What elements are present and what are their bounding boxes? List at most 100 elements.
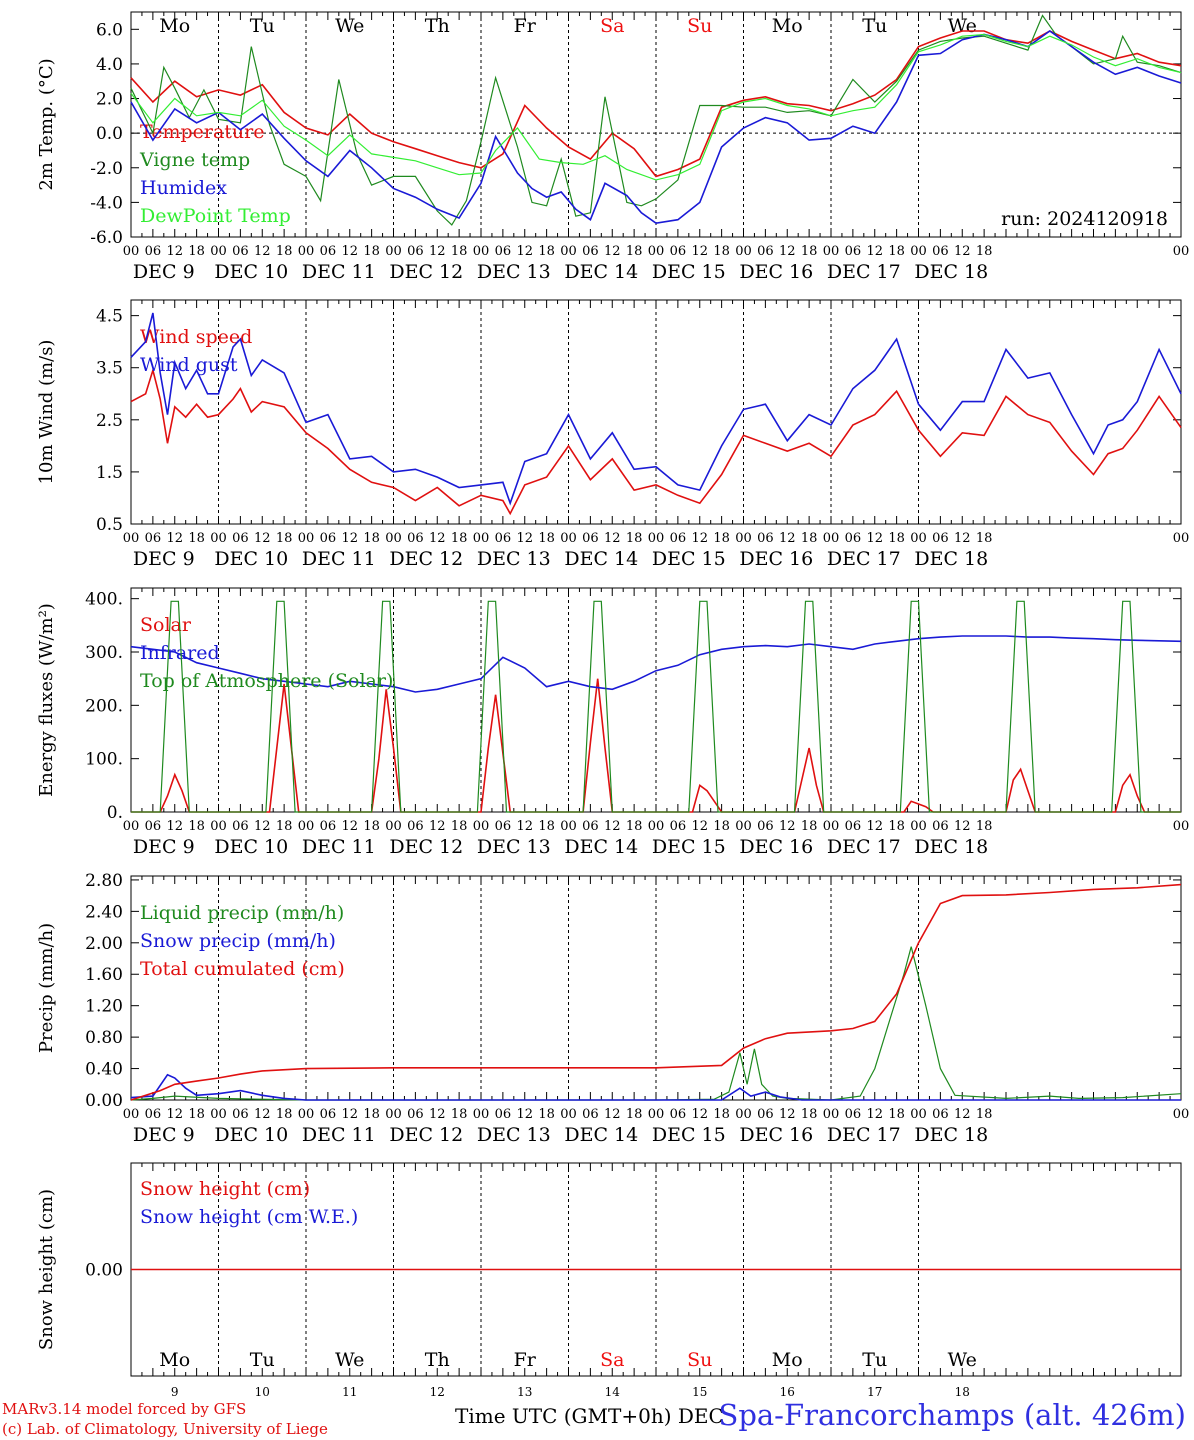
hour-tick-label: 12	[954, 819, 971, 834]
date-label: DEC 10	[214, 548, 288, 570]
day-name: Tu	[250, 15, 275, 37]
date-label: DEC 15	[652, 261, 726, 283]
hour-tick-label: 00	[123, 819, 140, 834]
hour-tick-label: 06	[495, 1107, 512, 1122]
date-label: DEC 9	[133, 1124, 195, 1146]
legend-entry: Top of Atmosphere (Solar)	[140, 670, 393, 692]
y-tick-label: 0.0	[96, 124, 123, 144]
hour-tick-label: 06	[495, 819, 512, 834]
y-tick-label: -6.0	[90, 228, 123, 248]
hour-tick-label: 00	[560, 819, 577, 834]
hour-tick-label: 06	[845, 1107, 862, 1122]
hour-tick-label: 18	[451, 1107, 468, 1122]
hour-tick-label: 00	[735, 819, 752, 834]
hour-tick-label: 06	[932, 1107, 949, 1122]
hour-tick-label: 12	[866, 1107, 883, 1122]
legend-entry: Wind gust	[140, 354, 238, 376]
day-number: 10	[255, 1385, 270, 1399]
hour-tick-label: 00	[123, 531, 140, 546]
hour-tick-label: 12	[691, 1107, 708, 1122]
series-line-top-of-atmosphere-solar-	[131, 600, 1181, 813]
hour-tick-label: 18	[188, 819, 205, 834]
hour-tick-label: 00	[648, 819, 665, 834]
day-name: We	[335, 1349, 364, 1371]
hour-tick-label: 06	[145, 1107, 162, 1122]
hour-tick-label: 12	[866, 819, 883, 834]
hour-tick-label: 12	[954, 531, 971, 546]
hour-tick-label: 00	[1173, 1107, 1190, 1122]
hour-tick-label: 06	[145, 531, 162, 546]
legend-entry: Snow precip (mm/h)	[140, 930, 336, 952]
date-label: DEC 17	[827, 548, 901, 570]
station-name: Spa-Francorchamps (alt. 426m)	[718, 1398, 1186, 1432]
legend-entry: Solar	[140, 614, 192, 636]
run-label: run: 2024120918	[1001, 208, 1168, 230]
hour-tick-label: 06	[757, 1107, 774, 1122]
hour-tick-label: 00	[210, 244, 227, 259]
day-number: 18	[955, 1385, 970, 1399]
hour-tick-label: 12	[254, 531, 271, 546]
hour-tick-label: 18	[276, 1107, 293, 1122]
panel-4: 2.80 2.40 2.00 1.60 1.20 0.80 0.40 0.00 Precip (…	[36, 871, 1189, 1146]
date-label: DEC 16	[739, 836, 813, 858]
hour-tick-label: 18	[976, 819, 993, 834]
day-name: Sa	[600, 15, 624, 37]
hour-tick-label: 06	[320, 531, 337, 546]
y-tick-label: 400.	[85, 590, 123, 610]
hour-tick-label: 00	[210, 531, 227, 546]
hour-tick-label: 06	[670, 1107, 687, 1122]
date-label: DEC 13	[477, 261, 551, 283]
date-label: DEC 13	[477, 548, 551, 570]
hour-tick-label: 18	[188, 531, 205, 546]
hour-tick-label: 12	[516, 531, 533, 546]
hour-tick-label: 12	[691, 244, 708, 259]
hour-tick-label: 06	[845, 531, 862, 546]
hour-tick-label: 06	[232, 819, 249, 834]
series-line-wind-speed	[130, 367, 1182, 516]
hour-tick-label: 00	[123, 1107, 140, 1122]
hour-tick-label: 00	[823, 531, 840, 546]
y-tick-label: -2.0	[90, 159, 123, 179]
hour-tick-label: 06	[320, 819, 337, 834]
date-label: DEC 10	[214, 836, 288, 858]
hour-tick-label: 00	[910, 244, 927, 259]
date-label: DEC 14	[564, 261, 638, 283]
hour-tick-label: 18	[538, 531, 555, 546]
day-name: Su	[687, 1349, 712, 1371]
series-line-humidex	[130, 30, 1182, 225]
hour-tick-label: 18	[801, 819, 818, 834]
date-label: DEC 11	[302, 261, 376, 283]
hour-tick-label: 06	[232, 244, 249, 259]
hour-tick-label: 18	[888, 531, 905, 546]
day-name: Mo	[159, 1349, 190, 1371]
hour-tick-label: 18	[363, 531, 380, 546]
y-tick-label: 2.00	[85, 934, 123, 954]
hour-tick-label: 00	[298, 819, 315, 834]
hour-tick-label: 18	[363, 244, 380, 259]
y-tick-label: 6.0	[96, 20, 123, 40]
hour-tick-label: 00	[560, 244, 577, 259]
day-name: Mo	[159, 15, 190, 37]
day-number: 9	[171, 1385, 179, 1399]
date-label: DEC 10	[214, 261, 288, 283]
date-label: DEC 17	[827, 1124, 901, 1146]
hour-tick-label: 12	[166, 819, 183, 834]
hour-tick-label: 12	[954, 1107, 971, 1122]
hour-tick-label: 18	[888, 1107, 905, 1122]
date-label: DEC 12	[389, 836, 463, 858]
hour-tick-label: 00	[1173, 531, 1190, 546]
y-tick-label: 1.60	[85, 965, 123, 985]
hour-tick-label: 06	[932, 531, 949, 546]
hour-tick-label: 18	[451, 531, 468, 546]
day-number: 13	[517, 1385, 532, 1399]
hour-tick-label: 06	[845, 819, 862, 834]
series-line-total-cumulated-cm-	[130, 883, 1182, 1101]
hour-tick-label: 00	[648, 1107, 665, 1122]
date-label: DEC 11	[302, 1124, 376, 1146]
hour-tick-label: 06	[232, 531, 249, 546]
hour-tick-label: 18	[538, 244, 555, 259]
hour-tick-label: 06	[145, 819, 162, 834]
hour-tick-label: 18	[363, 1107, 380, 1122]
day-name: We	[948, 1349, 977, 1371]
hour-tick-label: 18	[976, 531, 993, 546]
